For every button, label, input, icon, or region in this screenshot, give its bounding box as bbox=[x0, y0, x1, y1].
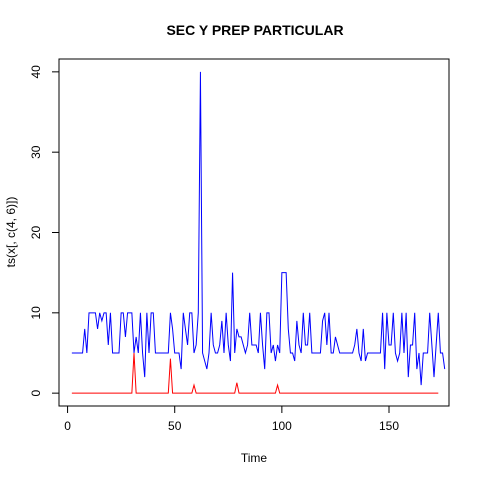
y-axis-label: ts(x[, c(4, 6)]) bbox=[4, 197, 18, 268]
series-group bbox=[71, 71, 446, 394]
chart-title: SEC Y PREP PARTICULAR bbox=[166, 22, 343, 38]
y-tick-label: 40 bbox=[29, 65, 43, 79]
y-tick-label: 30 bbox=[29, 145, 43, 159]
x-tick-label: 100 bbox=[272, 419, 292, 433]
plot-frame bbox=[58, 58, 450, 407]
series-line-1 bbox=[71, 71, 446, 386]
y-tick-label: 10 bbox=[29, 306, 43, 320]
y-axis: 0 10 20 30 40 bbox=[29, 65, 60, 396]
x-tick-label: 150 bbox=[379, 419, 399, 433]
x-axis-label: Time bbox=[241, 451, 268, 465]
x-axis: 0 50 100 150 bbox=[64, 405, 399, 433]
x-tick-label: 50 bbox=[168, 419, 182, 433]
x-tick-label: 0 bbox=[64, 419, 71, 433]
y-tick-label: 20 bbox=[29, 226, 43, 240]
y-tick-label: 0 bbox=[29, 389, 43, 396]
series-line-2 bbox=[71, 352, 439, 394]
